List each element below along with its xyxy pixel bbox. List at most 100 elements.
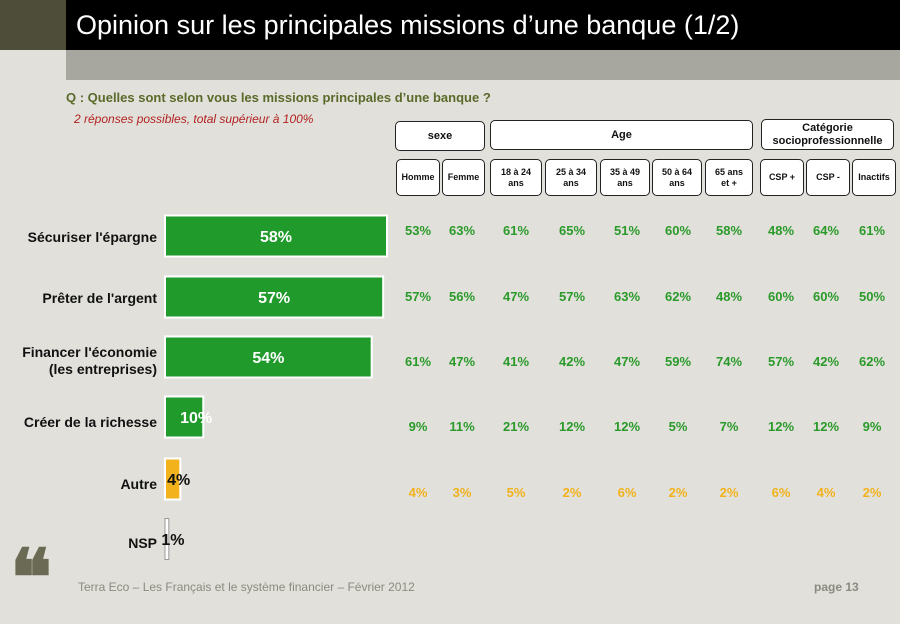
breakdown-value: 61% xyxy=(858,223,886,238)
breakdown-value: 2% xyxy=(719,485,739,500)
question-text: Q : Quelles sont selon vous les missions… xyxy=(66,90,491,105)
subheader-label: CSP - xyxy=(816,172,840,182)
breakdown-value: 61% xyxy=(404,354,432,369)
subheader-label: Femme xyxy=(447,172,480,182)
breakdown-value: 12% xyxy=(767,419,795,434)
breakdown-value: 48% xyxy=(715,289,743,304)
breakdown-value: 47% xyxy=(613,354,641,369)
breakdown-value: 57% xyxy=(767,354,795,369)
breakdown-value: 12% xyxy=(613,419,641,434)
header-sexe-label: sexe xyxy=(427,130,453,142)
category-label: Créer de la richesse xyxy=(23,414,157,430)
header-csp-label: Catégorie socioprofessionnelle xyxy=(772,121,883,147)
breakdown-value: 47% xyxy=(502,289,530,304)
breakdown-value: 56% xyxy=(448,289,476,304)
breakdown-value: 2% xyxy=(668,485,688,500)
breakdown-value: 59% xyxy=(664,354,692,369)
breakdown-value: 61% xyxy=(502,223,530,238)
breakdown-value: 63% xyxy=(448,223,476,238)
bar xyxy=(164,395,205,439)
title-accent-block xyxy=(0,0,66,50)
breakdown-value: 58% xyxy=(715,223,743,238)
page-title: Opinion sur les principales missions d’u… xyxy=(66,0,900,50)
breakdown-value: 74% xyxy=(715,354,743,369)
subheader-65-plus: 65 ans et + xyxy=(705,159,753,196)
bar-value-label: 1% xyxy=(161,532,184,549)
bar xyxy=(164,518,170,560)
breakdown-value: 65% xyxy=(558,223,586,238)
breakdown-value: 12% xyxy=(558,419,586,434)
breakdown-value: 57% xyxy=(404,289,432,304)
breakdown-value: 62% xyxy=(664,289,692,304)
subheader-femme: Femme xyxy=(442,159,485,196)
breakdown-value: 48% xyxy=(767,223,795,238)
breakdown-value: 4% xyxy=(408,485,428,500)
bar-value-label: 54% xyxy=(252,350,284,367)
page-number: page 13 xyxy=(814,580,859,594)
breakdown-value: 60% xyxy=(664,223,692,238)
breakdown-value: 60% xyxy=(767,289,795,304)
subheader-label: 35 à 49 ans xyxy=(609,166,641,188)
breakdown-value: 47% xyxy=(448,354,476,369)
footer-text: Terra Eco – Les Français et le système f… xyxy=(78,580,415,594)
header-csp: Catégorie socioprofessionnelle xyxy=(761,119,894,150)
bar-value-label: 4% xyxy=(167,472,190,489)
breakdown-value: 42% xyxy=(558,354,586,369)
breakdown-value: 50% xyxy=(858,289,886,304)
breakdown-value: 9% xyxy=(862,419,882,434)
subheader-label: 50 à 64 ans xyxy=(661,166,693,188)
bar xyxy=(164,275,385,319)
breakdown-value: 57% xyxy=(558,289,586,304)
breakdown-value: 21% xyxy=(502,419,530,434)
note-text: 2 réponses possibles, total supérieur à … xyxy=(74,112,314,126)
bar-value-label: 57% xyxy=(258,290,290,307)
bar-chart: 58% 57% 54% 10% 4% 1% xyxy=(161,214,388,560)
subheader-25-34: 25 à 34 ans xyxy=(545,159,597,196)
breakdown-value: 9% xyxy=(408,419,428,434)
category-label: Prêter de l'argent xyxy=(42,290,157,306)
breakdown-value: 63% xyxy=(613,289,641,304)
subheader-label: Homme xyxy=(401,172,435,182)
breakdown-value: 6% xyxy=(771,485,791,500)
breakdown-value: 64% xyxy=(812,223,840,238)
breakdown-value: 5% xyxy=(668,419,688,434)
subheader-label: CSP + xyxy=(768,172,796,182)
bar-value-label: 58% xyxy=(260,229,292,246)
breakdown-value: 11% xyxy=(449,419,475,434)
category-label: Autre xyxy=(120,476,157,492)
breakdown-value: 41% xyxy=(502,354,530,369)
category-label: Financer l'économie (les entreprises) xyxy=(22,344,157,377)
subheader-csp-minus: CSP - xyxy=(806,159,850,196)
header-age: Age xyxy=(490,120,753,150)
breakdown-value: 60% xyxy=(812,289,840,304)
subheader-35-49: 35 à 49 ans xyxy=(600,159,650,196)
bar xyxy=(164,335,373,379)
quote-icon: ❝ xyxy=(10,533,52,624)
bar xyxy=(164,457,182,501)
subheader-18-24: 18 à 24 ans xyxy=(490,159,542,196)
breakdown-value: 5% xyxy=(506,485,526,500)
breakdown-value: 42% xyxy=(812,354,840,369)
header-sexe: sexe xyxy=(395,121,485,151)
breakdown-value: 62% xyxy=(858,354,886,369)
header-age-label: Age xyxy=(611,129,632,141)
subheader-50-64: 50 à 64 ans xyxy=(652,159,702,196)
subheader-label: Inactifs xyxy=(858,172,890,182)
subheader-label: 18 à 24 ans xyxy=(500,166,532,188)
breakdown-value: 6% xyxy=(617,485,637,500)
breakdown-value: 53% xyxy=(404,223,432,238)
breakdown-value: 2% xyxy=(862,485,882,500)
breakdown-value: 7% xyxy=(719,419,739,434)
subheader-label: 25 à 34 ans xyxy=(555,166,587,188)
subheader-inactifs: Inactifs xyxy=(852,159,896,196)
breakdown-value: 3% xyxy=(452,485,472,500)
breakdown-value: 4% xyxy=(816,485,836,500)
breakdown-value: 12% xyxy=(812,419,840,434)
breakdown-value: 51% xyxy=(613,223,641,238)
breakdown-value: 2% xyxy=(562,485,582,500)
subheader-csp-plus: CSP + xyxy=(760,159,804,196)
subtitle-band xyxy=(66,50,900,80)
subheader-homme: Homme xyxy=(396,159,440,196)
subheader-label: 65 ans et + xyxy=(714,166,744,188)
bar-value-label: 10% xyxy=(180,410,212,427)
